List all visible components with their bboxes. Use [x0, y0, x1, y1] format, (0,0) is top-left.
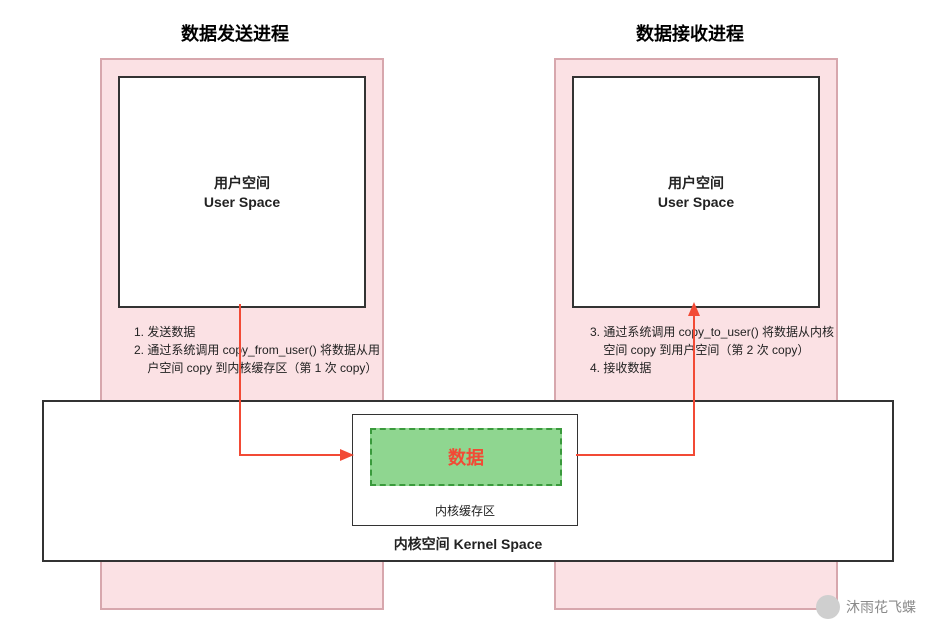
right-title: 数据接收进程 — [590, 20, 790, 46]
left-steps-text: 1. 发送数据 2. 通过系统调用 copy_from_user() 将数据从用… — [134, 323, 380, 377]
watermark-text: 沐雨花飞蝶 — [846, 597, 916, 617]
right-steps-text: 3. 通过系统调用 copy_to_user() 将数据从内核 空间 copy … — [590, 323, 834, 377]
left-title: 数据发送进程 — [135, 20, 335, 46]
data-box: 数据 — [370, 428, 562, 486]
kernel-buffer-label: 内核缓存区 — [353, 502, 577, 519]
left-user-space-box: 用户空间 User Space — [118, 76, 366, 308]
data-box-label: 数据 — [448, 444, 484, 470]
right-user-space-line1: 用户空间 — [574, 174, 818, 194]
left-user-space-line2: User Space — [120, 193, 364, 213]
left-user-space-label: 用户空间 User Space — [120, 174, 364, 213]
right-user-space-label: 用户空间 User Space — [574, 174, 818, 213]
watermark-avatar-icon — [816, 595, 840, 619]
kernel-space-label: 内核空间 Kernel Space — [44, 534, 892, 554]
right-user-space-line2: User Space — [574, 193, 818, 213]
watermark: 沐雨花飞蝶 — [816, 595, 916, 619]
right-user-space-box: 用户空间 User Space — [572, 76, 820, 308]
left-user-space-line1: 用户空间 — [120, 174, 364, 194]
